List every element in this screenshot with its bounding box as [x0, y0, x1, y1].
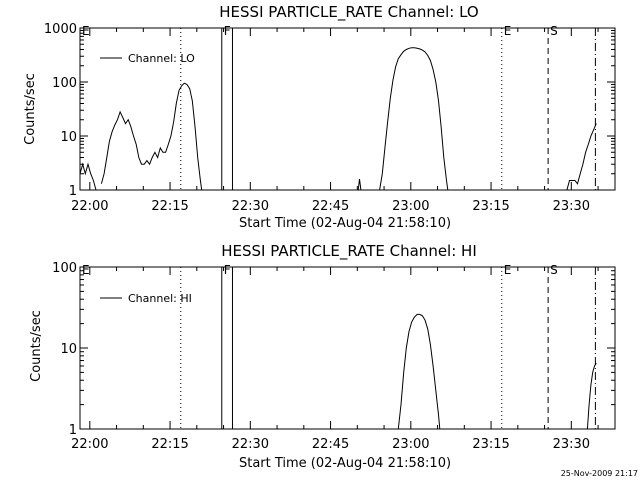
x-axis-label: Start Time (02-Aug-04 21:58:10)	[239, 456, 451, 471]
event-marker-label: S	[550, 263, 558, 277]
panel-hi: HESSI PARTICLE_RATE Channel: HI Counts/s…	[29, 242, 616, 471]
x-axis-label: Start Time (02-Aug-04 21:58:10)	[239, 216, 451, 231]
series-line-segment	[379, 47, 449, 191]
y-tick-label: 100	[52, 261, 77, 276]
event-marker-label: E	[82, 263, 90, 277]
series-line-segment	[397, 313, 441, 430]
x-tick-label: 22:45	[312, 199, 349, 214]
x-tick-label: 22:15	[151, 199, 188, 214]
event-marker-label: E	[82, 24, 90, 38]
series-lines	[79, 47, 597, 191]
y-tick-label: 10	[60, 342, 77, 357]
plot-frame	[79, 27, 616, 191]
series-line-segment	[79, 162, 97, 191]
event-marker-label: F	[224, 263, 231, 277]
x-tick-label: 22:15	[151, 437, 188, 452]
plot-frame	[79, 266, 616, 430]
event-marker-label: E	[504, 24, 512, 38]
x-tick-label: 23:00	[392, 199, 429, 214]
series-line-segment	[586, 362, 597, 430]
series-line-segment	[357, 178, 362, 191]
event-marker-label: F	[224, 24, 231, 38]
event-marker-label: E	[504, 263, 512, 277]
y-tick-label: 1	[69, 184, 77, 199]
y-tick-label: 100	[52, 76, 77, 91]
x-tick-label: 23:30	[553, 437, 590, 452]
y-tick-label: 1	[69, 423, 77, 438]
x-tick-label: 23:00	[392, 437, 429, 452]
x-tick-label: 22:00	[71, 199, 108, 214]
legend-label: Channel: LO	[128, 52, 195, 65]
x-tick-label: 23:30	[553, 199, 590, 214]
legend-label: Channel: HI	[128, 292, 192, 305]
x-tick-label: 22:30	[232, 199, 269, 214]
x-tick-label: 22:00	[71, 437, 108, 452]
chart-title: HESSI PARTICLE_RATE Channel: HI	[221, 242, 477, 261]
series-line-segment	[100, 82, 203, 191]
series-line-segment	[566, 123, 597, 191]
y-axis-label: Counts/sec	[23, 73, 38, 145]
x-tick-label: 23:15	[472, 437, 509, 452]
tick-labels: 22:00 22:15 22:30 22:45 23:00 23:15 23:30 1 10 10…	[52, 261, 615, 452]
x-tick-label: 22:30	[232, 437, 269, 452]
footer-timestamp: 25-Nov-2009 21:17	[561, 469, 638, 478]
tick-labels: 22:00 22:15 22:30 22:45 23:00 23:15 23:30 1 10 10…	[44, 22, 615, 214]
panel-lo: HESSI PARTICLE_RATE Channel: LO Counts/s…	[23, 3, 616, 231]
series-lines	[397, 313, 597, 430]
y-tick-label: 10	[60, 130, 77, 145]
x-tick-label: 22:45	[312, 437, 349, 452]
y-tick-label: 1000	[44, 22, 77, 37]
y-axis-label: Counts/sec	[29, 310, 44, 382]
event-marker-label: S	[550, 24, 558, 38]
x-tick-label: 23:15	[472, 199, 509, 214]
chart-title: HESSI PARTICLE_RATE Channel: LO	[219, 3, 478, 22]
